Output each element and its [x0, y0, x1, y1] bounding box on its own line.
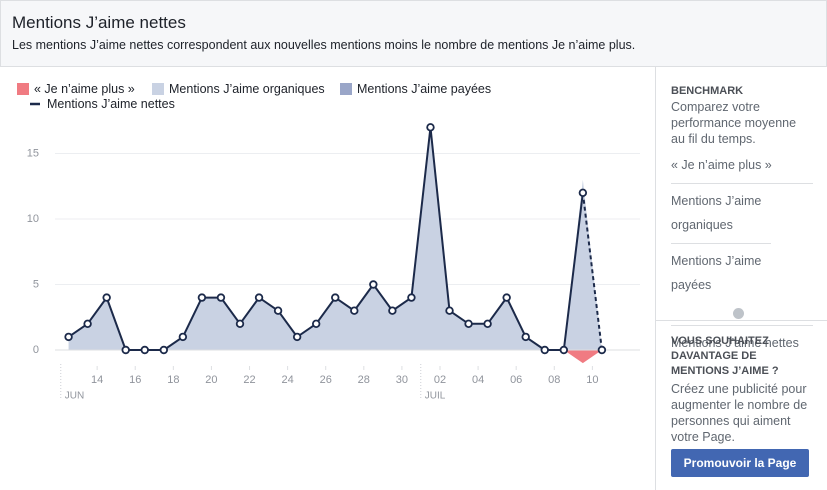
benchmark: BENCHMARK Comparez votre performance moy…	[671, 83, 811, 147]
net-point	[483, 319, 492, 328]
legend-label: Mentions J’aime payées	[357, 82, 491, 96]
net-point	[159, 345, 169, 355]
x-tick-label: 28	[358, 374, 370, 386]
divider	[656, 320, 827, 321]
net-point	[178, 332, 188, 342]
x-tick-label: 16	[129, 374, 141, 386]
benchmark-item[interactable]: Mentions J’aime nettes	[671, 336, 799, 350]
net-point	[540, 345, 549, 355]
chart: « Je n’aime plus » Mentions J’aime organi…	[17, 82, 640, 402]
net-line-pending	[581, 192, 603, 351]
legend-swatch	[340, 83, 352, 95]
y-tick-label: 15	[27, 147, 39, 159]
net-line	[68, 127, 584, 351]
net-point	[64, 332, 73, 342]
sidebar: BENCHMARK Comparez votre performance moy…	[655, 66, 827, 490]
legend-label: Mentions J’aime nettes	[47, 97, 175, 111]
promote-button[interactable]: Promouvoir la Page	[671, 449, 809, 477]
net-point	[197, 293, 207, 302]
legend-label: « Je n’aime plus »	[34, 82, 135, 96]
net-point	[445, 306, 454, 315]
y-tick-label: 0	[33, 344, 39, 356]
net-point	[102, 293, 111, 302]
x-tick-label: 22	[243, 374, 255, 386]
unlike-area	[68, 350, 602, 364]
legend-label: Mentions J’aime organiques	[169, 82, 325, 96]
net-point	[83, 319, 92, 328]
benchmark-list: « Je n’aime plus » Mentions J’aime organ…	[656, 148, 827, 361]
net-point	[311, 319, 321, 328]
net-point	[407, 293, 416, 302]
benchmark-heading: BENCHMARK	[671, 85, 744, 97]
promo: VOUS SOUHAITEZ DAVANTAGE DE MENTIONS J’A…	[671, 334, 816, 445]
month-label: JUIL	[425, 391, 446, 402]
x-tick-label: 18	[167, 374, 179, 386]
header: Mentions J’aime nettes Les mentions J’ai…	[0, 0, 827, 67]
net-point	[388, 306, 397, 315]
net-point	[426, 123, 435, 132]
month-label: JUN	[65, 391, 84, 402]
legend-swatch	[17, 83, 29, 95]
net-point	[559, 345, 569, 355]
promo-text: Créez une publicité pour augmenter le no…	[671, 382, 808, 444]
y-tick-label: 10	[27, 213, 39, 225]
subtitle: Les mentions J’aime nettes correspondent…	[12, 38, 636, 52]
net-point	[273, 306, 283, 315]
net-point	[369, 280, 378, 289]
net-point	[578, 188, 588, 197]
promo-heading: VOUS SOUHAITEZ DAVANTAGE DE MENTIONS J’A…	[671, 335, 779, 377]
benchmark-item[interactable]: « Je n’aime plus »	[671, 148, 813, 184]
y-tick-label: 5	[33, 278, 39, 290]
net-point	[331, 293, 340, 302]
net-point	[521, 332, 530, 342]
net-point	[235, 319, 245, 328]
net-point	[140, 345, 149, 355]
x-tick-label: 26	[320, 374, 332, 386]
x-tick-label: 10	[586, 374, 598, 386]
net-point	[121, 345, 130, 355]
benchmark-item[interactable]: Mentions J’aime organiques	[671, 184, 771, 244]
benchmark-text: Comparez votre performance moyenne au fi…	[671, 100, 797, 146]
benchmark-item[interactable]: Mentions J’aime payées	[671, 244, 813, 326]
organic-area	[68, 127, 602, 350]
net-point	[350, 306, 359, 315]
net-point	[597, 345, 607, 355]
legend-swatch	[152, 83, 164, 95]
net-point	[216, 293, 226, 302]
net-point	[254, 293, 264, 302]
x-tick-label: 04	[472, 374, 484, 386]
net-point	[292, 332, 302, 342]
info-icon[interactable]	[733, 308, 744, 319]
x-tick-label: 20	[205, 374, 217, 386]
x-tick-label: 24	[281, 374, 293, 386]
title: Mentions J’aime nettes	[12, 13, 186, 32]
net-point	[464, 319, 473, 328]
x-tick-label: 02	[434, 374, 446, 386]
x-tick-label: 30	[396, 374, 408, 386]
net-point	[502, 293, 511, 302]
x-tick-label: 14	[91, 374, 103, 386]
x-tick-label: 06	[510, 374, 522, 386]
item-text: Mentions J’aime payées	[671, 254, 762, 292]
x-tick-label: 08	[548, 374, 560, 386]
